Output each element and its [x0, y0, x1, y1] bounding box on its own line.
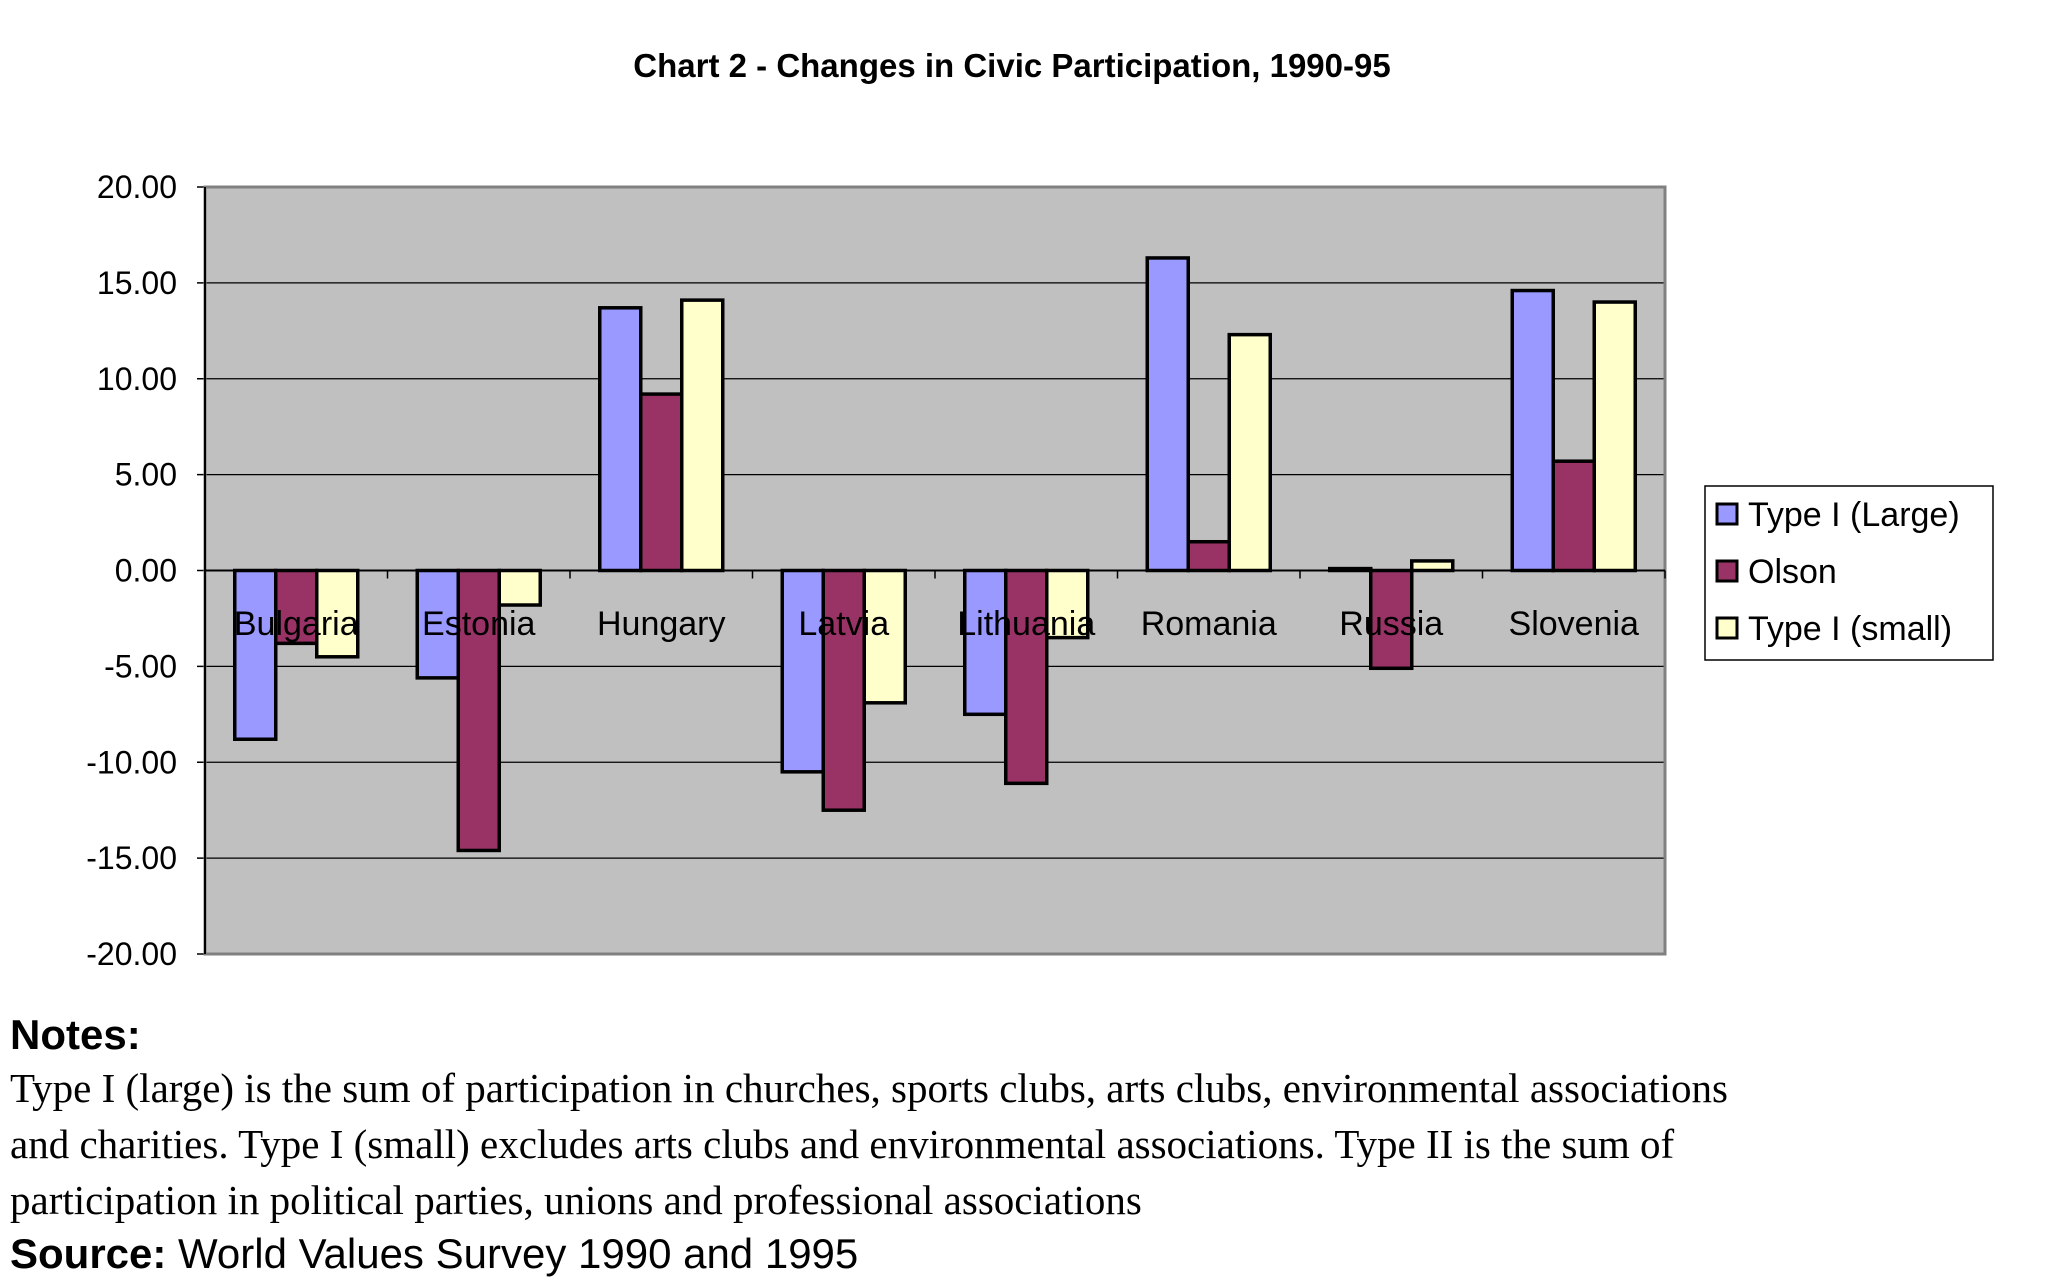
source-label: Source: — [10, 1230, 167, 1277]
chart: Chart 2 - Changes in Civic Participation… — [86, 47, 1994, 972]
category-label: Slovenia — [1509, 605, 1640, 643]
legend-label: Type I (small) — [1748, 610, 1952, 648]
bar — [1551, 459, 1596, 573]
bar — [497, 568, 542, 607]
y-tick-label: 15.00 — [97, 265, 177, 301]
y-tick-labels: 20.00 15.00 10.00 5.00 0.00 -5.00 -10.00 -15.00… — [86, 169, 177, 972]
legend-label: Type I (Large) — [1748, 496, 1960, 534]
bar — [1227, 332, 1272, 573]
bar — [639, 392, 684, 573]
source-text: World Values Survey 1990 and 1995 — [166, 1230, 859, 1277]
legend-box — [1704, 485, 1994, 661]
chart-title: Chart 2 - Changes in Civic Participation… — [633, 47, 1390, 84]
legend-label: Olson — [1748, 553, 1837, 591]
y-tick-label: 5.00 — [115, 457, 177, 493]
y-tick-label: 10.00 — [97, 361, 177, 397]
notes-body: Type I (large) is the sum of participati… — [10, 1065, 1728, 1223]
bar — [233, 568, 278, 741]
y-tick-label: 20.00 — [97, 169, 177, 205]
notes-section: Notes: Type I (large) is the sum of part… — [10, 1010, 2030, 1280]
y-tick-label: -10.00 — [86, 744, 177, 780]
category-label: Hungary — [597, 605, 726, 643]
axes — [203, 185, 1667, 956]
category-label: Bulgaria — [234, 605, 359, 643]
notes-heading: Notes: — [10, 1011, 141, 1058]
bar — [1186, 539, 1231, 573]
source-line: Source: World Values Survey 1990 and 199… — [10, 1228, 2030, 1280]
legend-swatch — [1715, 616, 1739, 640]
bar — [598, 306, 643, 573]
bar — [1045, 568, 1090, 640]
bar — [456, 568, 501, 853]
category-label: Russia — [1339, 605, 1443, 643]
bar — [680, 298, 725, 573]
category-label: Lithuania — [957, 605, 1095, 643]
category-labels: Bulgaria Estonia Hungary Latvia Lithuania Rom… — [234, 605, 1639, 643]
bar — [1510, 288, 1555, 573]
legend: Type I (Large) Olson Type I (small) — [1704, 485, 1994, 661]
category-label: Estonia — [422, 605, 535, 643]
bar — [1592, 300, 1637, 573]
legend-swatch — [1715, 502, 1739, 526]
bar — [1004, 568, 1049, 786]
legend-swatch — [1715, 559, 1739, 583]
y-tick-label: 0.00 — [115, 553, 177, 589]
y-tick-label: -15.00 — [86, 840, 177, 876]
y-tick-label: -20.00 — [86, 936, 177, 972]
category-label: Latvia — [798, 605, 889, 643]
bar — [1145, 256, 1190, 573]
category-label: Romania — [1141, 605, 1277, 643]
bar — [1410, 559, 1455, 573]
bar — [780, 568, 825, 774]
y-tick-label: -5.00 — [104, 648, 177, 684]
